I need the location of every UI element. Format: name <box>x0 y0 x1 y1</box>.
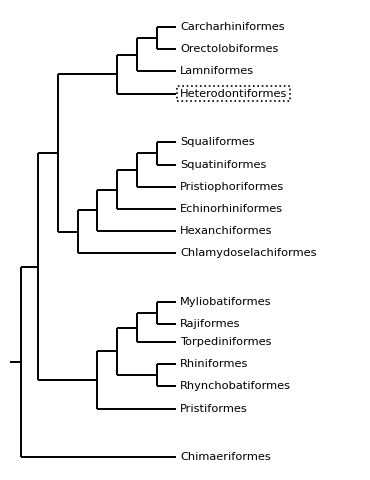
Text: Pristiophoriformes: Pristiophoriformes <box>180 182 284 192</box>
Text: Lamniformes: Lamniformes <box>180 66 254 76</box>
Text: Echinorhiniformes: Echinorhiniformes <box>180 204 283 214</box>
Text: Pristiformes: Pristiformes <box>180 404 248 414</box>
Text: Hexanchiformes: Hexanchiformes <box>180 226 273 236</box>
Text: Rajiformes: Rajiformes <box>180 319 240 329</box>
Text: Heterodontiformes: Heterodontiformes <box>180 88 287 98</box>
Text: Squaliformes: Squaliformes <box>180 137 255 147</box>
Text: Myliobatiformes: Myliobatiformes <box>180 297 272 307</box>
Text: Carcharhiniformes: Carcharhiniformes <box>180 22 285 32</box>
Text: Torpediniformes: Torpediniformes <box>180 337 272 347</box>
Text: Chimaeriformes: Chimaeriformes <box>180 453 271 462</box>
Text: Squatiniformes: Squatiniformes <box>180 159 266 169</box>
Text: Rhiniformes: Rhiniformes <box>180 359 248 369</box>
Text: Rhynchobatiformes: Rhynchobatiformes <box>180 382 291 392</box>
Text: Orectolobiformes: Orectolobiformes <box>180 44 279 54</box>
Text: Chlamydoselachiformes: Chlamydoselachiformes <box>180 248 317 258</box>
